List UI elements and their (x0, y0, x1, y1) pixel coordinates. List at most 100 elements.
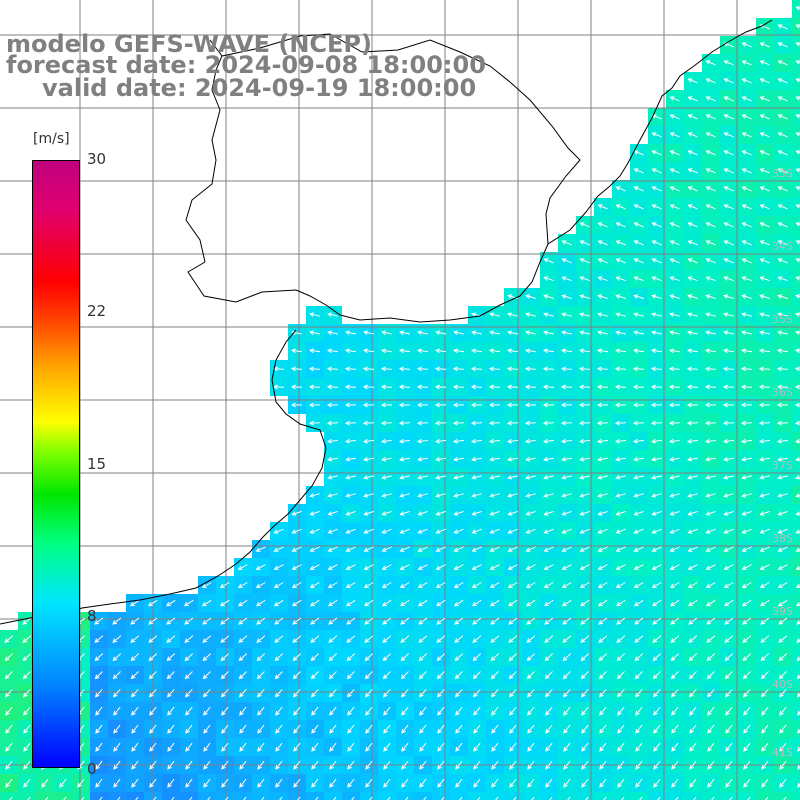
wind-arrow (148, 653, 158, 662)
wind-arrow (689, 760, 697, 770)
wind-arrow (419, 742, 427, 752)
wind-arrow (219, 599, 230, 607)
wind-arrow (615, 276, 626, 282)
wind-arrow (147, 599, 158, 607)
wind-arrow (489, 546, 500, 552)
wind-arrow (363, 564, 374, 570)
wind-speed-cell (792, 576, 800, 594)
wind-arrow (652, 617, 662, 625)
wind-arrow (723, 564, 734, 570)
wind-arrow (795, 150, 800, 155)
wind-arrow (473, 724, 481, 734)
wind-speed-cell (36, 792, 54, 800)
wind-arrow (473, 760, 481, 770)
wind-arrow (686, 384, 699, 390)
wind-arrow (473, 688, 481, 698)
wind-arrow (436, 653, 446, 662)
wind-arrow (220, 635, 230, 643)
wind-speed-cell (666, 792, 684, 800)
wind-arrow (614, 384, 627, 390)
wind-arrow (382, 653, 392, 662)
wind-arrow (509, 724, 517, 734)
wind-arrow (526, 617, 536, 625)
wind-arrow (329, 778, 337, 788)
wind-arrow (669, 276, 680, 282)
wind-arrow (383, 742, 391, 752)
wind-arrow (149, 760, 157, 770)
wind-arrow (675, 796, 679, 800)
wind-arrow (797, 692, 800, 698)
wind-arrow (795, 493, 800, 498)
wind-arrow (561, 258, 572, 264)
wind-arrow (453, 510, 464, 516)
wind-arrow (545, 760, 553, 770)
wind-arrow (795, 78, 800, 83)
wind-arrow (135, 796, 139, 800)
wind-arrow (616, 635, 626, 643)
wind-arrow (473, 706, 481, 716)
wind-arrow (5, 778, 13, 788)
wind-arrow (507, 475, 519, 480)
wind-speed-cell (576, 792, 594, 800)
wind-arrow (290, 348, 303, 354)
wind-arrow (689, 724, 697, 734)
wind-arrow (347, 706, 355, 716)
wind-arrow (761, 778, 769, 788)
wind-speed-cell (198, 792, 216, 800)
wind-arrow (471, 510, 482, 516)
wind-arrow (597, 276, 608, 282)
wind-arrow (563, 778, 571, 788)
wind-arrow (545, 706, 553, 716)
wind-arrow (615, 312, 627, 317)
wind-arrow (435, 510, 446, 516)
wind-arrow (153, 796, 157, 800)
wind-arrow (635, 760, 643, 770)
wind-arrow (741, 186, 752, 192)
wind-arrow (561, 546, 572, 552)
wind-arrow (758, 384, 771, 390)
wind-arrow (761, 724, 769, 734)
wind-arrow (238, 617, 248, 625)
title-forecast-date: forecast date: 2024-09-08 18:00:00 (6, 51, 486, 79)
wind-arrow (273, 546, 284, 552)
wind-arrow (398, 402, 411, 408)
wind-arrow (221, 688, 229, 698)
wind-arrow (435, 582, 446, 589)
wind-arrow (293, 688, 301, 698)
wind-arrow (795, 529, 800, 534)
wind-arrow (167, 706, 175, 716)
wind-arrow (758, 402, 771, 408)
wind-arrow (615, 564, 626, 570)
wind-arrow (704, 420, 717, 426)
colorbar (32, 160, 80, 768)
wind-arrow (759, 599, 770, 607)
wind-arrow (693, 796, 697, 800)
wind-arrow (579, 258, 590, 264)
wind-arrow (363, 330, 374, 335)
wind-arrow (380, 402, 393, 408)
wind-arrow (760, 653, 770, 662)
wind-arrow (525, 457, 536, 462)
wind-arrow (344, 366, 357, 372)
wind-arrow (687, 276, 698, 282)
wind-arrow (167, 760, 175, 770)
wind-arrow (509, 706, 517, 716)
wind-arrow (633, 294, 644, 299)
wind-speed-cell (522, 792, 540, 800)
wind-arrow (615, 222, 626, 228)
wind-arrow (615, 475, 627, 480)
wind-arrow (399, 582, 410, 589)
wind-arrow (221, 760, 229, 770)
wind-arrow (473, 778, 481, 788)
wind-arrow (327, 599, 338, 607)
wind-arrow (776, 402, 789, 408)
colorbar-tick: 30 (87, 150, 107, 168)
wind-arrow (597, 528, 608, 534)
wind-arrow (741, 150, 752, 156)
wind-arrow (273, 528, 284, 534)
wind-arrow (687, 475, 699, 480)
wind-arrow (635, 778, 643, 788)
wind-arrow (219, 582, 230, 589)
wind-arrow (597, 222, 608, 228)
wind-arrow (596, 366, 609, 372)
